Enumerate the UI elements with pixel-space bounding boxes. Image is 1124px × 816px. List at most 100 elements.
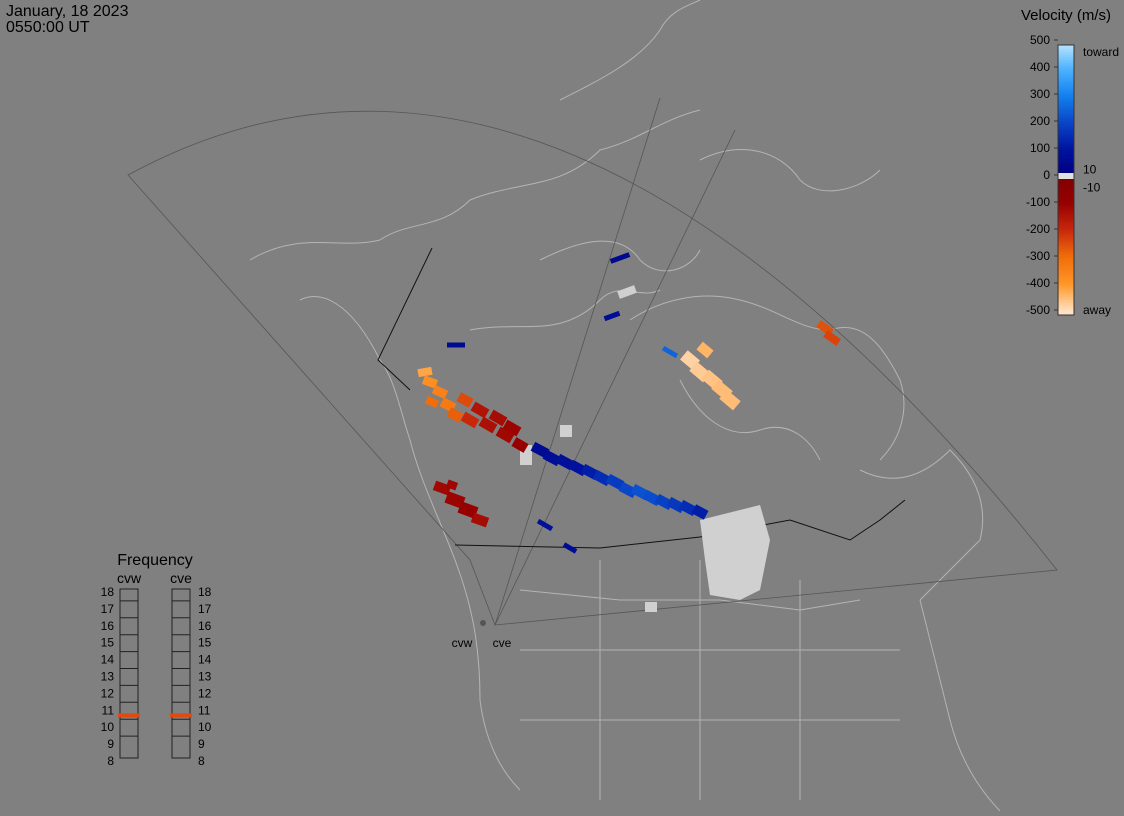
colorbar-step [1058,231,1074,234]
colorbar-step [1058,295,1074,298]
colorbar-step [1058,303,1074,306]
colorbar-step [1058,255,1074,258]
colorbar-step [1058,227,1074,230]
velocity-cell [719,389,741,411]
colorbar-step [1058,225,1074,228]
colorbar-step [1058,71,1074,74]
colorbar-step [1058,143,1074,146]
frequency-radar-label: cvw [117,570,142,586]
colorbar-step [1058,145,1074,148]
colorbar-step [1058,301,1074,304]
colorbar-step [1058,113,1074,116]
colorbar-step [1058,57,1074,60]
frequency-tick-label: 17 [198,602,212,616]
frequency-tick-label: 8 [198,754,205,768]
colorbar-step [1058,123,1074,126]
colorbar-step [1058,51,1074,54]
velocity-cell [691,504,709,520]
frequency-panel: cvw18171615141312111098cve18171615141312… [101,570,212,768]
colorbar-step [1058,259,1074,262]
frequency-title: Frequency [117,552,193,569]
colorbar-step [1058,95,1074,98]
colorbar-step [1058,53,1074,56]
colorbar-step [1058,175,1074,178]
colorbar-tick-label: -100 [1026,195,1050,209]
colorbar-step [1058,93,1074,96]
colorbar-step [1058,187,1074,190]
colorbar-step [1058,105,1074,108]
colorbar-step [1058,239,1074,242]
velocity-cell [445,479,459,491]
frequency-tick-label: 16 [101,619,115,633]
colorbar-tick-label: -400 [1026,276,1050,290]
colorbar-step [1058,125,1074,128]
colorbar-step [1058,297,1074,300]
colorbar-step [1058,257,1074,260]
colorbar-step [1058,263,1074,266]
colorbar-step [1058,205,1074,208]
colorbar-step [1058,59,1074,62]
colorbar-step [1058,103,1074,106]
radar-label: cvw [452,636,473,650]
colorbar-step [1058,75,1074,78]
colorbar-step [1058,271,1074,274]
velocity-cell [696,341,714,359]
colorbar-step [1058,215,1074,218]
colorbar-step [1058,223,1074,226]
colorbar-step [1058,291,1074,294]
colorbar-step [1058,309,1074,312]
frequency-marker [170,713,192,718]
velocity-cell [417,366,433,378]
colorbar-tick-label: -200 [1026,222,1050,236]
velocity-cell [457,501,479,519]
colorbar-step [1058,237,1074,240]
colorbar-step [1058,277,1074,280]
borders [377,247,906,549]
colorbar-step [1058,279,1074,282]
date: January, 18 2023 [6,3,129,20]
frequency-marker [118,713,140,718]
colorbar-tick-label: 200 [1030,114,1050,128]
colorbar-step [1058,147,1074,150]
velocity-cell [603,310,621,322]
velocity-cell [444,491,466,509]
colorbar-threshold: -10 [1083,181,1101,195]
velocity-cell [488,409,508,427]
colorbar-step [1058,91,1074,94]
frequency-tick-label: 15 [101,636,115,650]
colorbar-step [1058,87,1074,90]
colorbar-step [1058,191,1074,194]
velocity-cell [447,342,465,348]
colorbar-step [1058,229,1074,232]
colorbar-step [1058,217,1074,220]
colorbar-step [1058,119,1074,122]
colorbar-tick-label: -500 [1026,303,1050,317]
colorbar-tick-label: 0 [1043,168,1050,182]
colorbar-step [1058,65,1074,68]
colorbar-step [1058,249,1074,252]
velocity-cells [417,252,841,554]
colorbar-step [1058,235,1074,238]
colorbar-label: away [1083,303,1111,317]
frequency-tick-label: 11 [198,703,211,717]
colorbar-step [1058,207,1074,210]
colorbar-step [1058,155,1074,158]
colorbar-step [1058,167,1074,170]
frequency-radar-label: cve [170,570,192,586]
colorbar-step [1058,135,1074,138]
radar-site [480,620,486,626]
colorbar-step [1058,293,1074,296]
colorbar-step [1058,241,1074,244]
frequency-tick-label: 14 [198,653,212,667]
velocity-cell [470,401,490,419]
velocity-title: Velocity (m/s) [1021,7,1111,24]
colorbar-step [1058,131,1074,134]
colorbar-step [1058,213,1074,216]
colorbar-threshold: 10 [1083,162,1097,176]
colorbar-step [1058,45,1074,48]
colorbar-step [1058,265,1074,268]
colorbar-step [1058,161,1074,164]
velocity-cell [555,453,575,471]
